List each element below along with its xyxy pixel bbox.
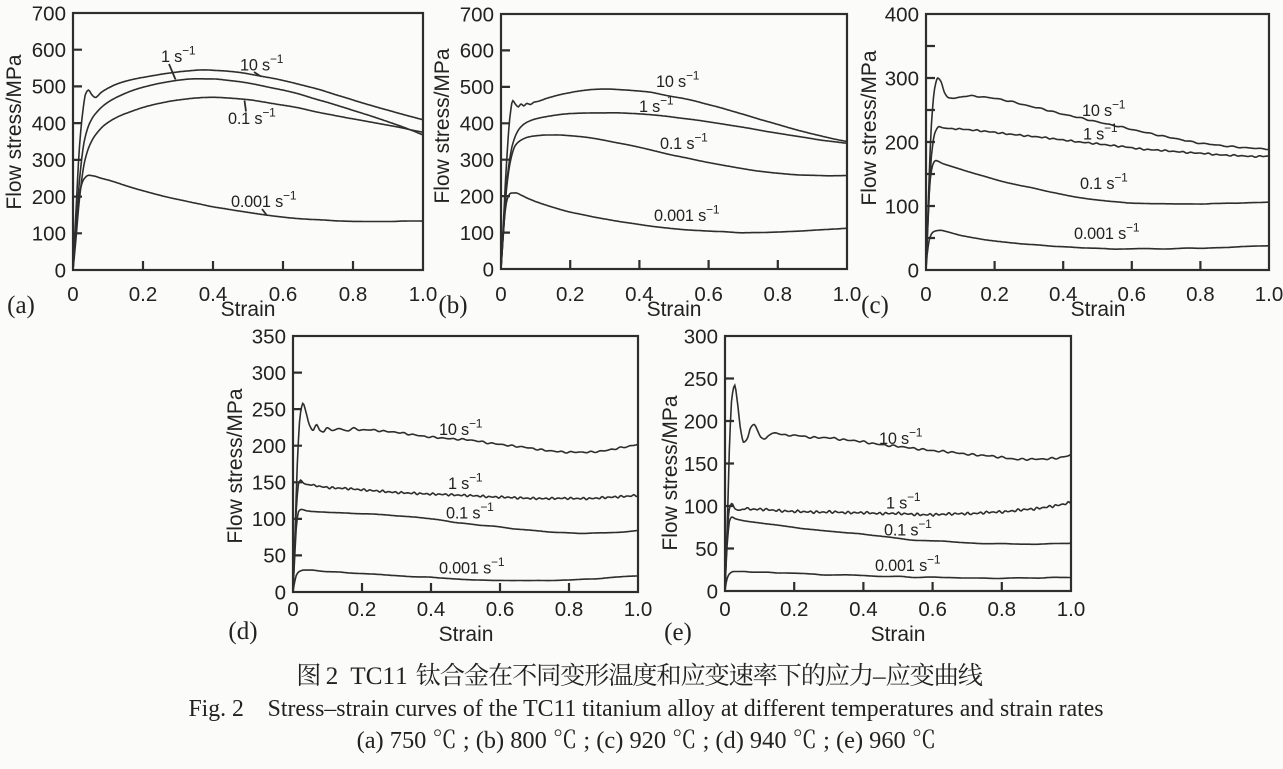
svg-text:0: 0 [55, 259, 66, 282]
svg-text:0: 0 [495, 283, 506, 306]
svg-text:Strain: Strain [439, 623, 494, 646]
svg-text:1.0: 1.0 [833, 283, 862, 306]
svg-text:(d) 940: (d) 940 [715, 727, 786, 754]
svg-text:50: 50 [263, 545, 286, 568]
svg-text:200: 200 [885, 131, 919, 154]
svg-text:Flow stress/MPa: Flow stress/MPa [858, 50, 881, 206]
svg-text:1.0: 1.0 [409, 283, 438, 306]
svg-text:0.6: 0.6 [1118, 283, 1147, 306]
svg-text:;: ; [583, 727, 590, 754]
svg-text:200: 200 [252, 435, 286, 458]
svg-text:Strain: Strain [647, 298, 702, 321]
svg-text:0: 0 [483, 258, 494, 281]
svg-text:1.0: 1.0 [624, 598, 653, 621]
svg-text:0.2: 0.2 [129, 283, 158, 306]
svg-text:300: 300 [252, 362, 286, 385]
svg-text:0.2: 0.2 [980, 283, 1009, 306]
svg-text:0.001 s−1: 0.001 s−1 [1074, 221, 1140, 244]
svg-text:150: 150 [252, 472, 286, 495]
svg-text:100: 100 [460, 222, 494, 245]
svg-text:0: 0 [908, 259, 919, 282]
svg-text:0.8: 0.8 [764, 283, 793, 306]
svg-text:200: 200 [460, 185, 494, 208]
svg-text:(e): (e) [664, 619, 692, 646]
svg-text:(b) 800: (b) 800 [476, 727, 547, 754]
svg-text:Flow stress/MPa: Flow stress/MPa [3, 54, 26, 210]
svg-text:;: ; [703, 727, 710, 754]
svg-text:0: 0 [275, 581, 286, 604]
svg-text:300: 300 [885, 67, 919, 90]
svg-text:(c): (c) [861, 292, 889, 319]
svg-text:;: ; [463, 727, 470, 754]
svg-text:250: 250 [684, 368, 718, 391]
svg-text:50: 50 [695, 538, 718, 561]
svg-text:(b): (b) [438, 292, 467, 319]
svg-text:1.0: 1.0 [1057, 598, 1086, 621]
svg-text:0.001 s−1: 0.001 s−1 [439, 555, 505, 578]
svg-text:0.4: 0.4 [199, 283, 228, 306]
svg-text:0.6: 0.6 [486, 598, 515, 621]
svg-text:700: 700 [32, 2, 66, 25]
svg-text:0.2: 0.2 [348, 598, 377, 621]
svg-text:500: 500 [460, 76, 494, 99]
svg-text:Flow stress/MPa: Flow stress/MPa [431, 48, 454, 204]
svg-text:0.4: 0.4 [417, 598, 446, 621]
svg-text:0.4: 0.4 [849, 598, 878, 621]
svg-text:100: 100 [684, 495, 718, 518]
svg-text:0.001 s−1: 0.001 s−1 [231, 189, 297, 212]
svg-text:(d): (d) [228, 618, 257, 645]
svg-text:200: 200 [32, 186, 66, 209]
svg-text:0: 0 [719, 598, 730, 621]
svg-text:(a): (a) [7, 292, 35, 319]
svg-text:100: 100 [252, 508, 286, 531]
svg-text:0: 0 [287, 598, 298, 621]
svg-text:(e) 960: (e) 960 [836, 727, 906, 754]
svg-text:150: 150 [684, 453, 718, 476]
svg-text:350: 350 [252, 325, 286, 348]
svg-text:1.0: 1.0 [1255, 283, 1283, 306]
svg-text:0.6: 0.6 [269, 283, 298, 306]
svg-text:Flow stress/MPa: Flow stress/MPa [224, 388, 247, 544]
svg-text:0.8: 0.8 [555, 598, 584, 621]
svg-text:0.8: 0.8 [988, 598, 1017, 621]
svg-text:600: 600 [32, 39, 66, 62]
svg-text:700: 700 [460, 3, 494, 26]
svg-text:600: 600 [460, 40, 494, 63]
svg-text:200: 200 [684, 410, 718, 433]
svg-text:0.001 s−1: 0.001 s−1 [654, 203, 720, 226]
svg-text:400: 400 [885, 3, 919, 26]
svg-text:300: 300 [684, 325, 718, 348]
svg-text:Strain: Strain [221, 298, 276, 321]
svg-text:(a) 750: (a) 750 [357, 727, 427, 754]
svg-text:Fig. 2 Stress–strain curves of: Fig. 2 Stress–strain curves of the TC11 … [188, 696, 1103, 722]
svg-text:300: 300 [32, 149, 66, 172]
svg-text:100: 100 [32, 223, 66, 246]
svg-text:300: 300 [460, 149, 494, 172]
svg-text:0.2: 0.2 [780, 598, 809, 621]
svg-text:100: 100 [885, 195, 919, 218]
svg-text:250: 250 [252, 398, 286, 421]
svg-text:500: 500 [32, 76, 66, 99]
svg-text:0.001 s−1: 0.001 s−1 [875, 553, 941, 576]
svg-text:Flow stress/MPa: Flow stress/MPa [659, 395, 682, 551]
svg-text:0: 0 [920, 283, 931, 306]
svg-text:0.4: 0.4 [625, 283, 654, 306]
svg-text:Strain: Strain [871, 623, 926, 646]
svg-text:0.6: 0.6 [918, 598, 947, 621]
svg-text:0.2: 0.2 [556, 283, 585, 306]
svg-text:400: 400 [32, 112, 66, 135]
svg-text:0.4: 0.4 [1049, 283, 1078, 306]
svg-text:400: 400 [460, 113, 494, 136]
svg-text:Strain: Strain [1071, 298, 1126, 321]
svg-text:;: ; [823, 727, 830, 754]
svg-text:0.8: 0.8 [1186, 283, 1215, 306]
svg-text:0: 0 [67, 283, 78, 306]
svg-text:0: 0 [707, 580, 718, 603]
svg-text:(c) 920: (c) 920 [596, 727, 666, 754]
svg-text:0.6: 0.6 [694, 283, 723, 306]
svg-text:0.8: 0.8 [339, 283, 368, 306]
